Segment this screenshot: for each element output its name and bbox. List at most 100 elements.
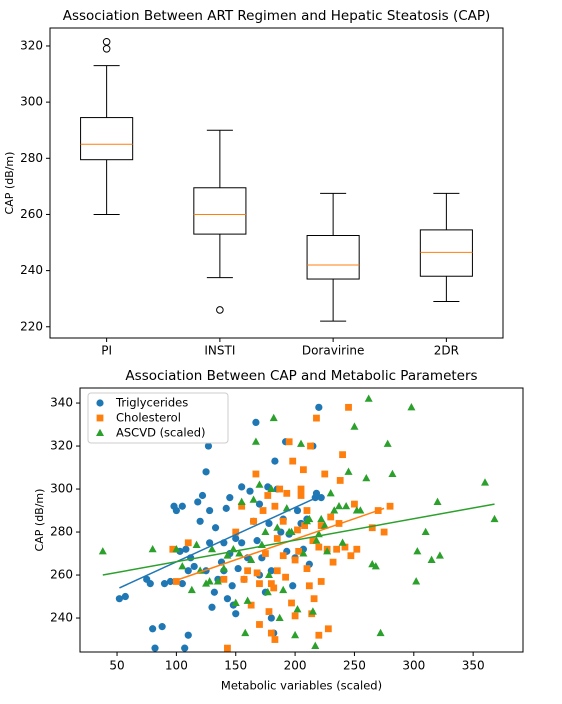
point [267, 629, 275, 637]
point [376, 628, 385, 637]
point [234, 564, 242, 573]
y-tick-label: 280 [50, 525, 73, 539]
point [329, 558, 337, 566]
point [253, 537, 261, 545]
y-tick-label: 240 [20, 263, 43, 277]
point [232, 534, 240, 543]
point [269, 413, 278, 422]
point [160, 580, 169, 588]
point [226, 494, 234, 502]
point [271, 636, 279, 643]
legend-box [87, 392, 229, 444]
point [251, 437, 260, 445]
point [317, 494, 325, 502]
point [297, 439, 306, 447]
point [182, 545, 190, 553]
point [247, 555, 256, 563]
point [169, 545, 177, 553]
point [297, 492, 305, 499]
point [490, 514, 499, 523]
point [279, 552, 287, 560]
point [243, 596, 252, 604]
box [80, 117, 134, 161]
point [347, 552, 355, 560]
y-tick-label: 220 [20, 319, 43, 333]
point [224, 644, 231, 652]
point [351, 500, 358, 508]
point [310, 595, 318, 603]
point [146, 580, 154, 588]
point [289, 582, 297, 590]
point [407, 403, 416, 411]
point [279, 517, 287, 525]
point [187, 585, 196, 594]
point [273, 567, 281, 575]
point [356, 506, 365, 514]
chart-title: Association Between CAP and Metabolic Pa… [125, 368, 477, 384]
point [435, 551, 444, 559]
point [312, 536, 321, 544]
point [263, 587, 272, 596]
point [282, 573, 289, 581]
x-tick-label: 50 [109, 659, 124, 673]
y-tick-label: 260 [20, 207, 43, 221]
point [238, 502, 246, 510]
point [247, 601, 255, 609]
point [207, 544, 216, 553]
point [315, 631, 323, 639]
point [335, 501, 344, 510]
point [307, 442, 314, 450]
x-tick-label: 150 [224, 659, 247, 673]
point [327, 513, 335, 521]
point [271, 457, 279, 465]
legend-marker [96, 428, 104, 436]
plot-frame [79, 387, 524, 653]
flier [102, 37, 111, 46]
point [320, 521, 329, 529]
point [273, 523, 282, 531]
point [262, 550, 269, 557]
point [323, 547, 332, 555]
point [220, 575, 228, 583]
point [311, 641, 320, 649]
point [291, 556, 299, 564]
point [362, 473, 371, 482]
point [232, 610, 240, 618]
point [253, 569, 261, 577]
point [172, 578, 180, 585]
point [270, 584, 278, 592]
x-tick-label: 350 [462, 659, 485, 673]
point [172, 544, 181, 553]
point [297, 485, 305, 493]
point [301, 522, 308, 529]
point [279, 585, 288, 594]
point [219, 564, 228, 572]
point [386, 502, 394, 510]
point [341, 543, 349, 551]
point [235, 549, 244, 557]
legend-label: ASCVD (scaled) [116, 426, 205, 440]
point [205, 577, 214, 585]
point [238, 539, 246, 547]
point [287, 527, 296, 536]
point [271, 502, 279, 510]
legend-marker [96, 399, 104, 407]
point [267, 580, 275, 588]
point [412, 577, 421, 585]
y-tick-label: 320 [50, 439, 73, 453]
point [121, 592, 129, 601]
point [364, 394, 373, 402]
point [204, 442, 213, 450]
point [210, 588, 218, 596]
point [291, 612, 299, 620]
y-tick-label: 300 [50, 482, 73, 496]
chart-title: Association Between ART Regimen and Hepa… [63, 8, 491, 24]
point [267, 614, 275, 622]
point [178, 580, 186, 588]
trend-line [172, 507, 385, 583]
x-tick-label: 300 [402, 659, 425, 673]
x-tick-label: 100 [165, 659, 188, 673]
point [196, 517, 204, 525]
point [294, 526, 301, 534]
point [151, 644, 159, 652]
